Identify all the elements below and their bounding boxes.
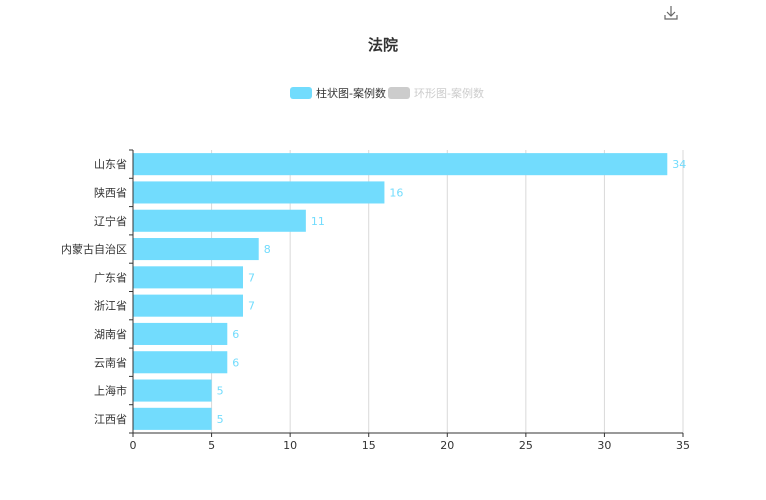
x-tick-label-4: 20: [440, 439, 454, 452]
category-label-5: 广东省: [94, 271, 127, 284]
x-tick-label-2: 10: [283, 439, 297, 452]
legend-swatch-1[interactable]: [290, 87, 312, 99]
bar-6[interactable]: [133, 294, 243, 317]
x-tick-label-5: 25: [519, 439, 533, 452]
bar-2[interactable]: [133, 181, 385, 204]
bar-1[interactable]: [133, 153, 668, 176]
bar-8[interactable]: [133, 351, 228, 374]
bar-4[interactable]: [133, 238, 259, 261]
category-label-9: 上海市: [94, 384, 127, 398]
data-label-7: 6: [232, 328, 239, 341]
legend: 柱状图-案例数 环形图-案例数: [290, 86, 484, 100]
category-label-6: 浙江省: [94, 300, 127, 313]
x-tick-label-6: 30: [597, 439, 611, 452]
data-label-8: 6: [232, 356, 239, 369]
data-label-6: 7: [248, 300, 255, 313]
axes: 0 5 10 15 20 25 30 35: [129, 149, 690, 452]
category-label-1: 山东省: [94, 158, 127, 171]
chart-title: 法院: [368, 36, 398, 54]
legend-swatch-2[interactable]: [388, 87, 410, 99]
legend-label-1[interactable]: 柱状图-案例数: [316, 86, 386, 100]
category-label-4: 内蒙古自治区: [61, 242, 127, 256]
x-tick-label-0: 0: [130, 439, 137, 452]
data-label-4: 8: [264, 243, 271, 256]
data-label-1: 34: [672, 158, 686, 171]
bar-7[interactable]: [133, 322, 228, 345]
bars: 34 山东省 16 陕西省 11 辽宁省 8 内蒙古自治区 7 广东省 7 浙江省 6 湖南省 6 云南省 5 上…: [61, 153, 686, 430]
x-tick-label-7: 35: [676, 439, 690, 452]
bar-10[interactable]: [133, 407, 212, 430]
data-label-3: 11: [311, 215, 325, 228]
legend-label-2[interactable]: 环形图-案例数: [414, 86, 484, 100]
x-tick-label-1: 5: [208, 439, 215, 452]
data-label-10: 5: [217, 413, 224, 426]
category-label-10: 江西省: [94, 413, 127, 426]
bar-3[interactable]: [133, 209, 306, 232]
download-icon[interactable]: [664, 6, 678, 20]
category-label-7: 湖南省: [94, 328, 127, 341]
category-label-3: 辽宁省: [94, 214, 127, 228]
x-tick-label-3: 15: [362, 439, 376, 452]
category-label-8: 云南省: [94, 356, 127, 369]
data-label-5: 7: [248, 271, 255, 284]
category-label-2: 陕西省: [94, 185, 127, 199]
data-label-9: 5: [217, 385, 224, 398]
data-label-2: 16: [389, 186, 403, 199]
bar-5[interactable]: [133, 266, 243, 289]
bar-9[interactable]: [133, 379, 212, 402]
